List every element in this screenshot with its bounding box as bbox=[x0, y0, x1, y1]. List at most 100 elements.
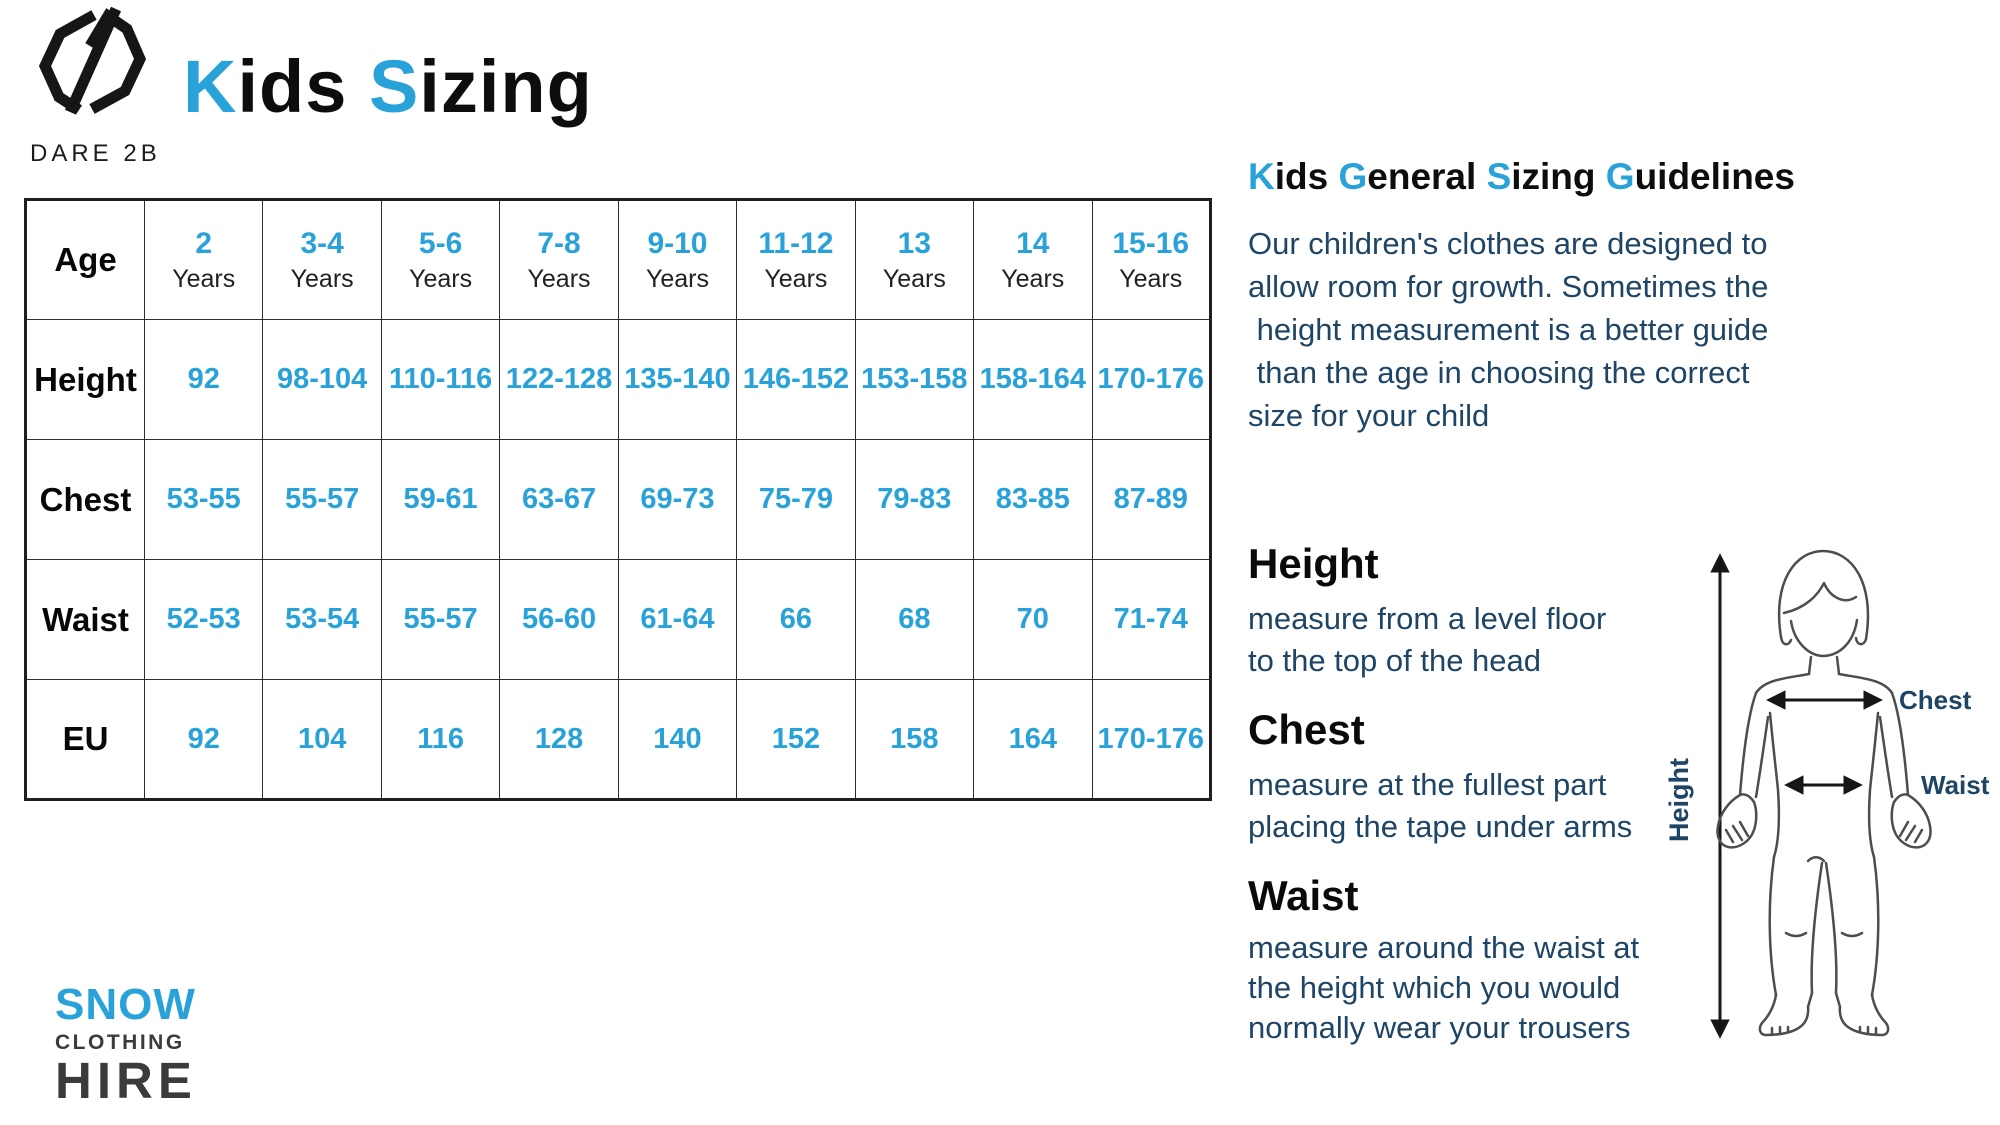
height-section-text: measure from a level floor to the top of… bbox=[1248, 598, 1606, 682]
row-label-height: Height bbox=[25, 319, 145, 440]
table-cell: 164 bbox=[973, 679, 1093, 800]
age-cell: 7-8 Years bbox=[499, 199, 619, 320]
table-cell: 146-152 bbox=[736, 319, 856, 440]
heading-part: ids bbox=[1274, 156, 1339, 197]
table-cell: 53-54 bbox=[262, 559, 382, 680]
height-section-heading: Height bbox=[1248, 540, 1379, 587]
row-label-eu: EU bbox=[25, 679, 145, 800]
table-cell: 79-83 bbox=[854, 439, 975, 560]
table-cell: 140 bbox=[617, 679, 738, 800]
table-cell: 53-55 bbox=[143, 439, 264, 560]
age-cell: 5-6 Years bbox=[380, 199, 501, 320]
title-part: S bbox=[368, 45, 420, 128]
table-cell: 170-176 bbox=[1091, 679, 1211, 800]
table-cell: 170-176 bbox=[1091, 319, 1211, 440]
table-cell: 92 bbox=[143, 319, 264, 440]
title-part: ids bbox=[237, 45, 369, 128]
table-cell: 66 bbox=[736, 559, 856, 680]
child-outline bbox=[1716, 549, 1932, 1037]
paragraph-line: size for your child bbox=[1248, 398, 1490, 433]
heading-part: uidelines bbox=[1634, 156, 1795, 197]
snow-clothing-hire-logo: SNOW CLOTHING HIRE bbox=[55, 980, 197, 1109]
table-cell: 55-57 bbox=[262, 439, 382, 560]
table-row-eu: EU 92 104 116 128 140 152 158 164 170-17… bbox=[25, 679, 1211, 800]
row-label-waist: Waist bbox=[25, 559, 145, 680]
heading-part: eneral bbox=[1367, 156, 1487, 197]
paragraph-line: than the age in choosing the correct bbox=[1248, 355, 1750, 390]
heading-part: G bbox=[1605, 156, 1635, 197]
row-label-chest: Chest bbox=[25, 439, 145, 560]
age-cell: 2 Years bbox=[143, 199, 264, 320]
table-cell: 68 bbox=[854, 559, 975, 680]
guidelines-paragraph: Our children's clothes are designed to a… bbox=[1248, 222, 1768, 437]
instruction-line: to the top of the head bbox=[1248, 643, 1542, 678]
paragraph-line: height measurement is a better guide bbox=[1248, 312, 1769, 347]
instruction-line: measure at the fullest part bbox=[1248, 767, 1607, 802]
chest-section-text: measure at the fullest part placing the … bbox=[1248, 764, 1632, 848]
age-cell: 9-10 Years bbox=[617, 199, 738, 320]
logo-line-hire: HIRE bbox=[55, 1052, 197, 1109]
logo-line-clothing: CLOTHING bbox=[55, 1031, 185, 1054]
table-cell: 52-53 bbox=[143, 559, 264, 680]
table-row-chest: Chest 53-55 55-57 59-61 63-67 69-73 75-7… bbox=[25, 439, 1211, 560]
age-cell: 13 Years bbox=[854, 199, 975, 320]
dare2b-logo bbox=[38, 6, 147, 115]
table-cell: 158 bbox=[854, 679, 975, 800]
brand-wordmark: DARE 2B bbox=[30, 140, 161, 167]
heading-part: G bbox=[1338, 156, 1368, 197]
paragraph-line: Our children's clothes are designed to bbox=[1248, 226, 1768, 261]
instruction-line: the height which you would bbox=[1248, 970, 1621, 1005]
table-cell: 75-79 bbox=[736, 439, 856, 560]
figure-chest-label: Chest bbox=[1899, 685, 1972, 715]
table-cell: 158-164 bbox=[973, 319, 1093, 440]
sizing-table: Age 2 Years 3-4 Years 5-6 Years 7-8 Years 9-… bbox=[24, 198, 1212, 801]
chest-section-heading: Chest bbox=[1248, 706, 1365, 753]
figure-waist-label: Waist bbox=[1921, 770, 1990, 800]
age-cell: 15-16 Years bbox=[1091, 199, 1211, 320]
table-cell: 87-89 bbox=[1091, 439, 1211, 560]
table-cell: 70 bbox=[973, 559, 1093, 680]
age-cell: 14 Years bbox=[973, 199, 1093, 320]
table-cell: 104 bbox=[262, 679, 382, 800]
table-cell: 59-61 bbox=[380, 439, 501, 560]
table-cell: 56-60 bbox=[499, 559, 619, 680]
logo-line-snow: SNOW bbox=[55, 980, 196, 1029]
waist-section-heading: Waist bbox=[1248, 872, 1359, 919]
table-row-waist: Waist 52-53 53-54 55-57 56-60 61-64 66 6… bbox=[25, 559, 1211, 680]
heading-part: S bbox=[1486, 156, 1512, 197]
heading-part: izing bbox=[1511, 156, 1606, 197]
page-title: Kids Sizing bbox=[183, 44, 593, 129]
instruction-line: normally wear your trousers bbox=[1248, 1010, 1631, 1045]
child-figure-diagram: Height bbox=[1664, 549, 1990, 1039]
table-cell: 128 bbox=[499, 679, 619, 800]
title-part: K bbox=[183, 45, 238, 128]
title-part: izing bbox=[419, 45, 593, 128]
table-row-height: Height 92 98-104 110-116 122-128 135-140… bbox=[25, 319, 1211, 440]
table-cell: 135-140 bbox=[617, 319, 738, 440]
paragraph-line: allow room for growth. Sometimes the bbox=[1248, 269, 1769, 304]
table-cell: 153-158 bbox=[854, 319, 975, 440]
instruction-line: measure around the waist at bbox=[1248, 930, 1640, 965]
table-cell: 71-74 bbox=[1091, 559, 1211, 680]
table-cell: 122-128 bbox=[499, 319, 619, 440]
table-cell: 83-85 bbox=[973, 439, 1093, 560]
table-cell: 110-116 bbox=[380, 319, 501, 440]
table-cell: 55-57 bbox=[380, 559, 501, 680]
table-cell: 116 bbox=[380, 679, 501, 800]
table-cell: 63-67 bbox=[499, 439, 619, 560]
table-cell: 98-104 bbox=[262, 319, 382, 440]
table-cell: 152 bbox=[736, 679, 856, 800]
table-row-age: Age 2 Years 3-4 Years 5-6 Years 7-8 Years 9-… bbox=[25, 199, 1211, 320]
figure-height-label: Height bbox=[1664, 758, 1694, 842]
instruction-line: measure from a level floor bbox=[1248, 601, 1607, 636]
age-cell: 11-12 Years bbox=[736, 199, 856, 320]
heading-part: K bbox=[1248, 156, 1275, 197]
table-cell: 92 bbox=[143, 679, 264, 800]
instruction-line: placing the tape under arms bbox=[1248, 809, 1633, 844]
table-cell: 61-64 bbox=[617, 559, 738, 680]
row-label-age: Age bbox=[25, 199, 145, 320]
waist-section-text: measure around the waist at the height w… bbox=[1248, 928, 1639, 1048]
guidelines-title: Kids General Sizing Guidelines bbox=[1248, 156, 1795, 198]
table-cell: 69-73 bbox=[617, 439, 738, 560]
